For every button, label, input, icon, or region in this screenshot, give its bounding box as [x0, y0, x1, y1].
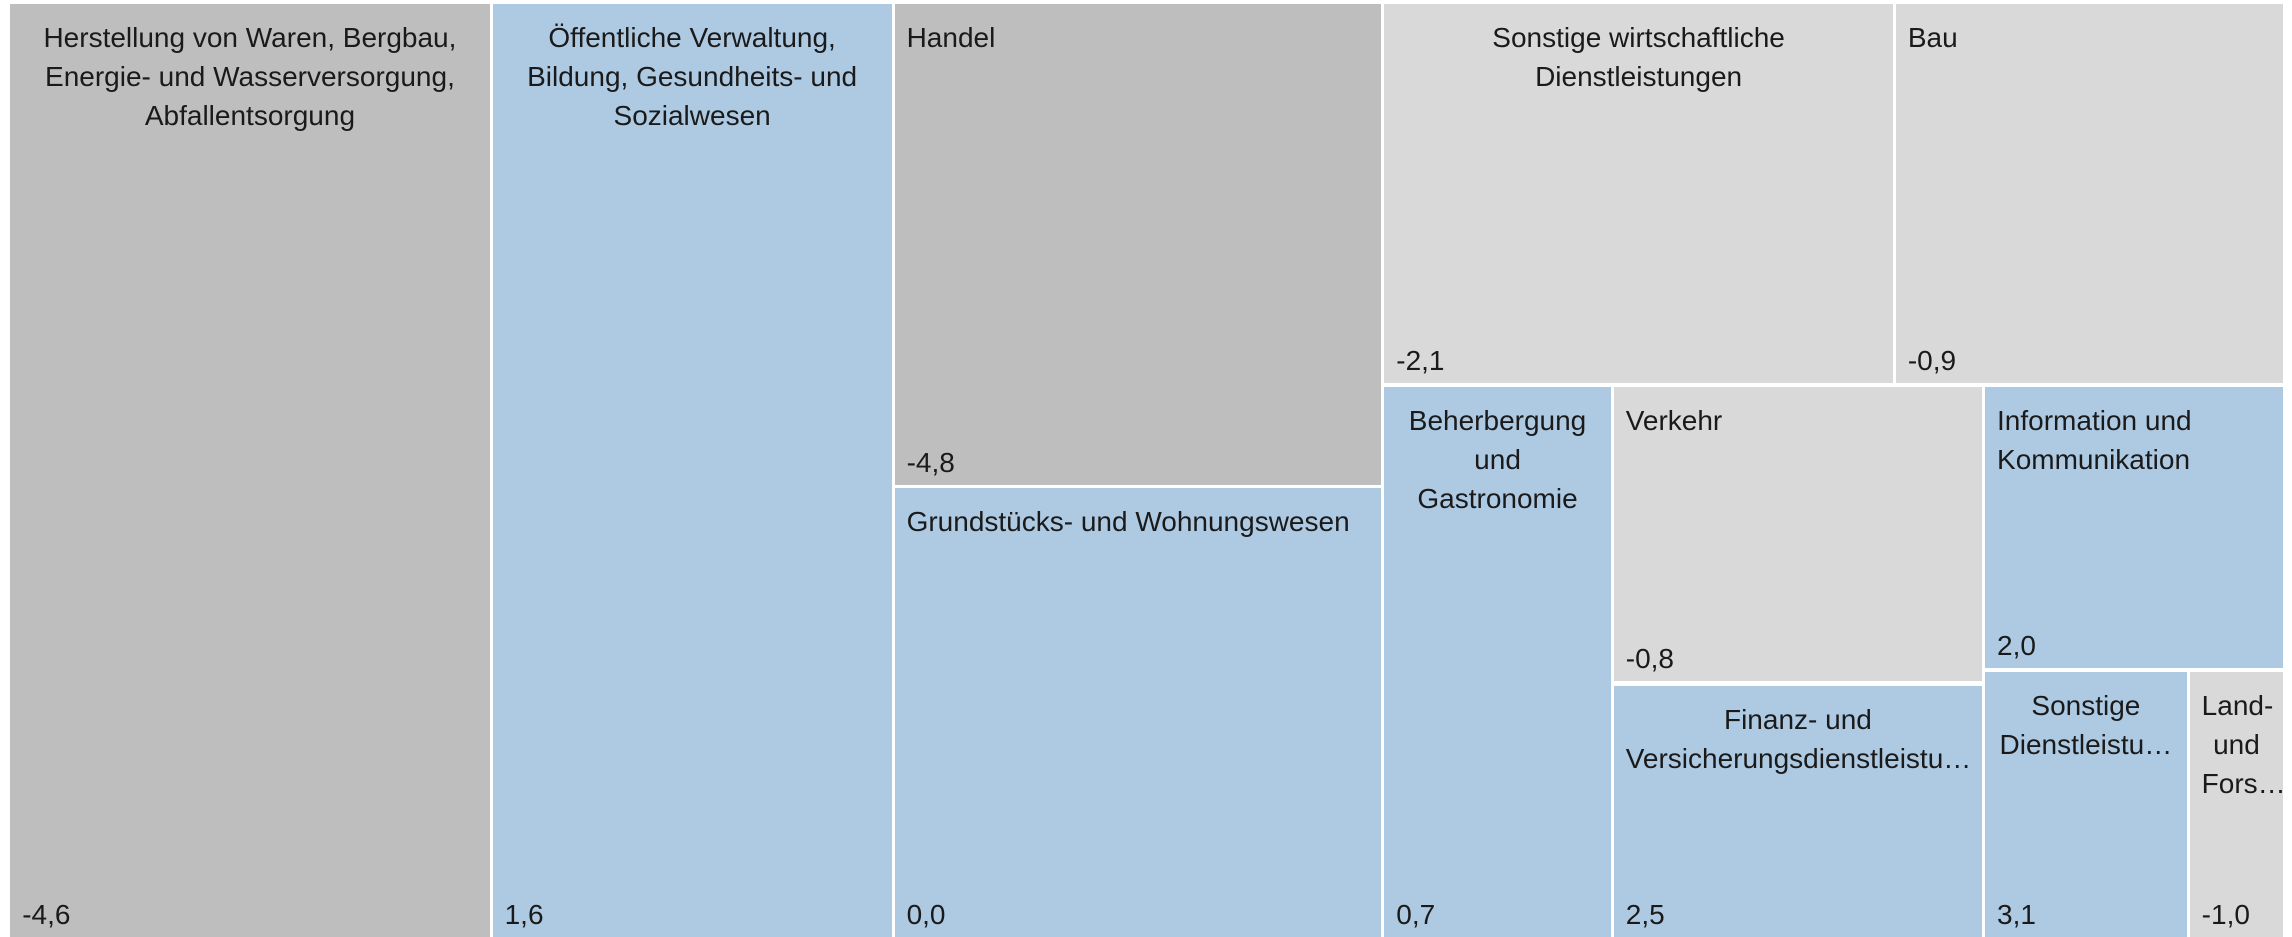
value-label: 3,1 — [1997, 898, 2036, 930]
tile-label: Verkehr — [1625, 405, 1723, 437]
tile-label: Beherbergung und Gastronomie — [1408, 405, 1587, 515]
tile-label: Land- und Fors… — [2201, 690, 2286, 800]
tile: Herstellung von Waren, Bergbau, Energie-… — [10, 4, 490, 937]
value-label: 2,5 — [1625, 898, 1665, 930]
value-label: 0,7 — [1396, 898, 1436, 930]
tile-label: Öffentliche Verwaltung, Bildung, Gesundh… — [527, 22, 858, 132]
tile-label: Sonstige wirtschaftliche Dienstleistunge… — [1492, 22, 1785, 93]
value-label: -0,8 — [1625, 643, 1674, 675]
tile: Finanz- und Versicherungsdienstleistu… 2,… — [1613, 685, 1983, 937]
tile-label: Handel — [906, 22, 996, 54]
value-label: -2,1 — [1396, 344, 1445, 376]
value-label: 1,6 — [504, 898, 544, 930]
tile: Öffentliche Verwaltung, Bildung, Gesundh… — [492, 4, 892, 937]
value-label: 0,0 — [906, 898, 946, 930]
value-label: -0,9 — [1907, 344, 1957, 376]
value-label: -4,6 — [22, 898, 71, 930]
tile: Information und Kommunikation 2,0 — [1985, 387, 2284, 668]
tile: Beherbergung und Gastronomie 0,7 — [1384, 387, 1611, 937]
tile-label: Herstellung von Waren, Bergbau, Energie-… — [43, 22, 457, 132]
tile: Verkehr -0,8 — [1613, 387, 1983, 682]
value-label: 2,0 — [1997, 630, 2036, 661]
tile: Bau -0,9 — [1895, 4, 2284, 383]
value-label: -4,8 — [906, 447, 955, 479]
tile: Sonstige Dienstleistu… 3,1 — [1985, 672, 2187, 937]
tile-label: Sonstige Dienstleistu… — [1999, 690, 2173, 761]
tile-label: Bau — [1907, 22, 1958, 54]
tile-label: Finanz- und Versicherungsdienstleistu… — [1625, 703, 1972, 774]
value-label: -1,0 — [2201, 898, 2250, 930]
tile: Handel -4,8 — [894, 4, 1382, 486]
tile: Land- und Fors… -1,0 — [2189, 672, 2286, 937]
tile-label: Grundstücks- und Wohnungswesen — [906, 506, 1350, 538]
tile: Sonstige wirtschaftliche Dienstleistunge… — [1384, 4, 1893, 383]
tile-label: Information und Kommunikation — [1997, 405, 2192, 476]
tile: Grundstücks- und Wohnungswesen 0,0 — [894, 488, 1382, 937]
